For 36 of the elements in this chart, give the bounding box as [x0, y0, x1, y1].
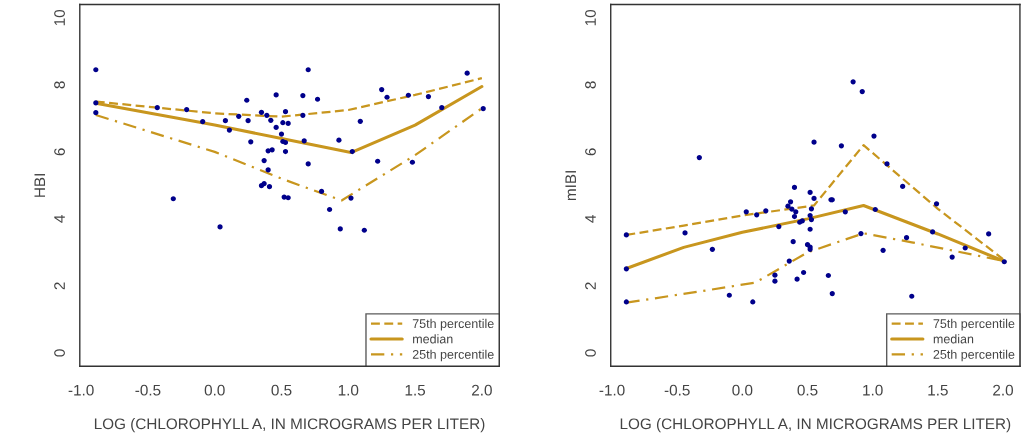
legend-label: 75th percentile	[933, 318, 1015, 331]
x-axis-title: LOG (CHLOROPHYLL A, IN MICROGRAMS PER LITER)	[94, 418, 485, 433]
legend-label: 25th percentile	[933, 349, 1015, 362]
y-tick-label: 6	[585, 148, 596, 156]
x-tick-label: 1.5	[405, 384, 426, 396]
x-tick-label: -0.5	[135, 384, 161, 396]
x-tick-label: 0.5	[271, 384, 292, 396]
y-tick-label: 2	[54, 282, 65, 290]
x-tick-label: -1.0	[599, 384, 625, 396]
y-tick-label: 0	[54, 349, 65, 357]
y-tick-label: 4	[585, 215, 596, 223]
x-tick-label: -1.0	[68, 384, 94, 396]
y-tick-label: 8	[585, 81, 596, 89]
y-tick-label: 8	[54, 81, 65, 89]
x-tick-label: 1.5	[928, 384, 948, 396]
legend-label: 25th percentile	[412, 349, 494, 362]
x-tick-label: 1.0	[863, 384, 883, 396]
x-tick-label: 2.0	[472, 384, 492, 396]
y-tick-label: 4	[54, 215, 65, 223]
y-tick-label: 6	[54, 148, 65, 156]
x-tick-label: 0.5	[797, 384, 818, 396]
x-tick-label: 0.0	[732, 384, 753, 396]
legend-label: median	[413, 334, 453, 344]
x-axis-title: LOG (CHLOROPHYLL A, IN MICROGRAMS PER LITER)	[620, 418, 1011, 433]
y-tick-label: 10	[585, 9, 596, 26]
y-tick-label: 10	[54, 9, 65, 26]
legend-label: 75th percentile	[412, 318, 494, 331]
legend-label: median	[933, 334, 974, 344]
y-axis-title: HBI	[34, 174, 46, 197]
x-tick-label: 0.0	[204, 384, 225, 396]
y-tick-label: 0	[585, 349, 596, 357]
x-tick-label: 2.0	[993, 384, 1014, 396]
y-axis-title: mIBI	[565, 171, 576, 201]
x-tick-label: -0.5	[664, 384, 690, 396]
y-tick-label: 2	[585, 282, 596, 290]
x-tick-label: 1.0	[338, 384, 359, 396]
